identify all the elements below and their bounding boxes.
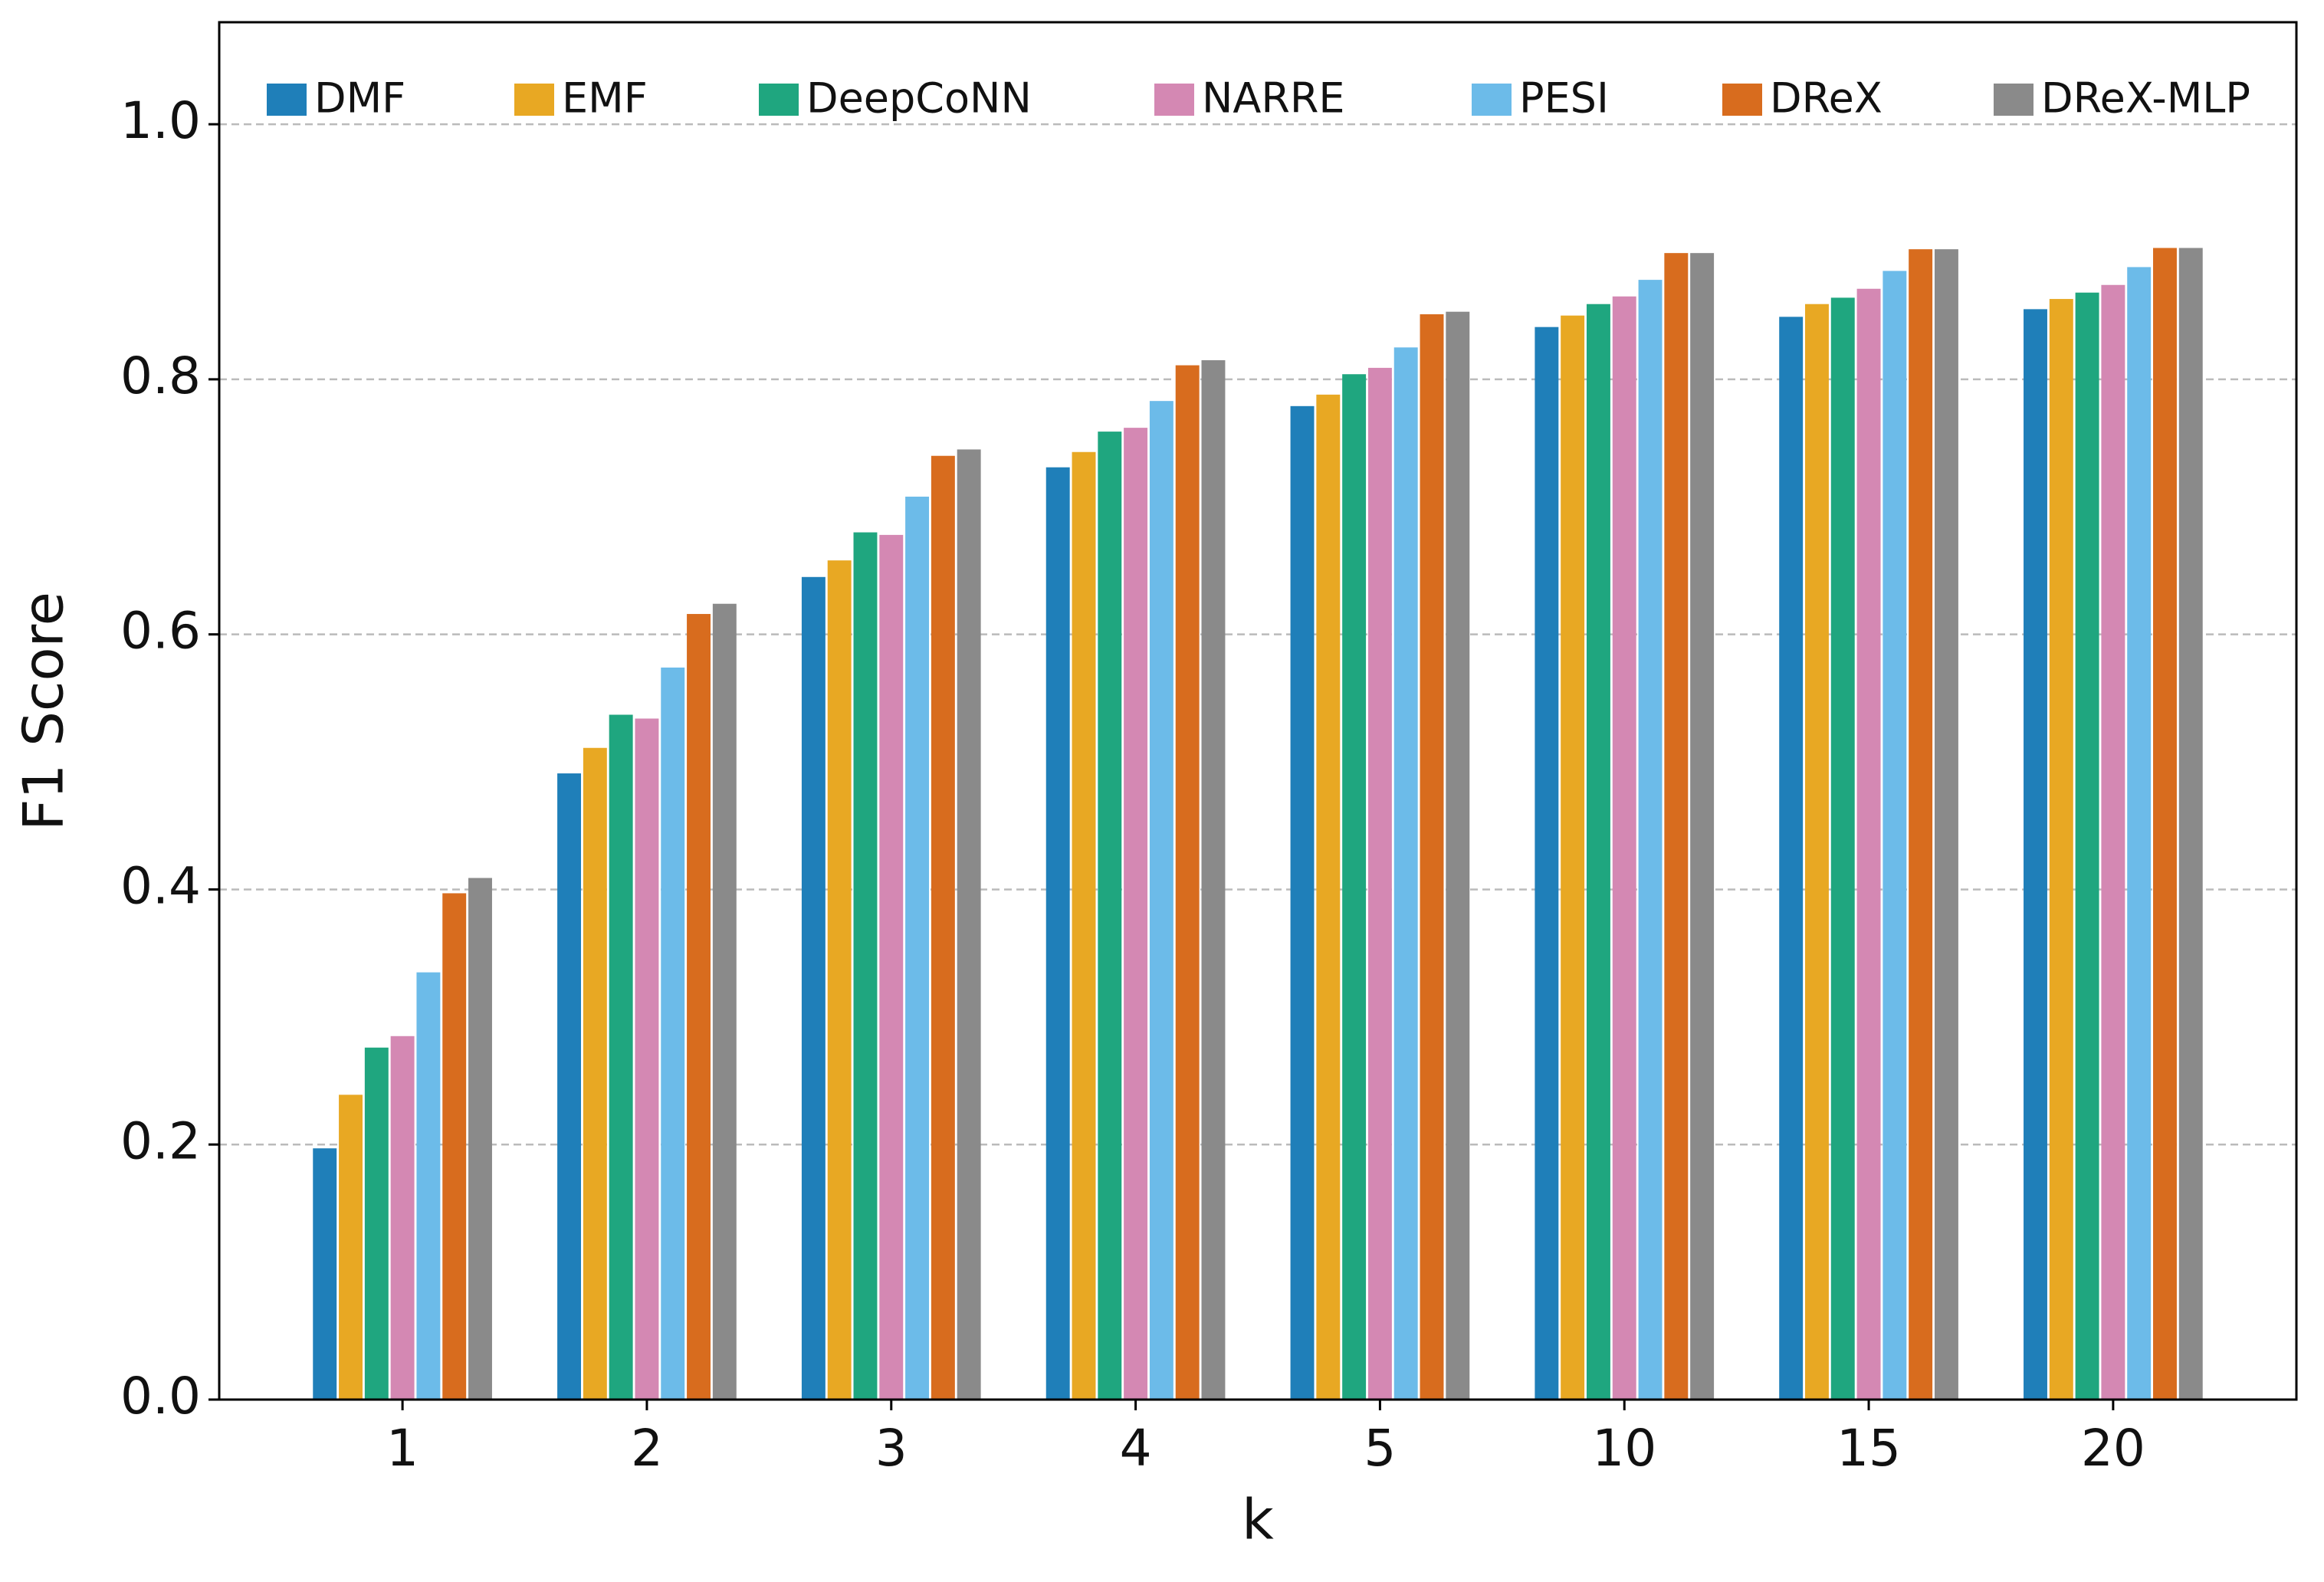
bar bbox=[1805, 304, 1829, 1400]
bar bbox=[557, 773, 582, 1400]
legend-swatch bbox=[267, 84, 307, 116]
bar bbox=[1098, 432, 1122, 1400]
x-tick-label: 2 bbox=[631, 1419, 663, 1478]
legend-swatch bbox=[514, 84, 554, 116]
x-tick-label: 15 bbox=[1837, 1419, 1901, 1478]
y-tick-label: 0.6 bbox=[120, 602, 201, 661]
bar bbox=[957, 449, 981, 1400]
legend-label: EMF bbox=[562, 74, 648, 123]
y-tick-label: 1.0 bbox=[120, 91, 201, 150]
bar bbox=[2101, 284, 2125, 1400]
bar bbox=[339, 1095, 363, 1400]
bar bbox=[827, 560, 852, 1400]
bar bbox=[1664, 253, 1689, 1400]
bar bbox=[1149, 401, 1173, 1400]
bar bbox=[1830, 297, 1855, 1400]
bar bbox=[1290, 405, 1315, 1400]
bar bbox=[1045, 467, 1070, 1400]
y-tick-label: 0.8 bbox=[120, 346, 201, 405]
legend-label: PESI bbox=[1519, 74, 1609, 123]
bar bbox=[1561, 315, 1585, 1400]
bar bbox=[364, 1047, 389, 1400]
bar bbox=[879, 534, 904, 1400]
bar bbox=[1934, 249, 1958, 1400]
bar bbox=[712, 603, 737, 1400]
x-tick-label: 3 bbox=[875, 1419, 908, 1478]
bar bbox=[1586, 304, 1610, 1400]
bar bbox=[1175, 365, 1200, 1400]
legend-label: NARRE bbox=[1202, 74, 1345, 123]
bar bbox=[801, 576, 826, 1400]
bar bbox=[1535, 327, 1559, 1400]
bar bbox=[416, 972, 441, 1400]
bar bbox=[1446, 311, 1470, 1400]
bar bbox=[1909, 249, 1933, 1400]
legend-label: DReX bbox=[1770, 74, 1883, 123]
plot-frame bbox=[218, 21, 2298, 1401]
bar bbox=[2178, 248, 2203, 1400]
legend-label: DMF bbox=[314, 74, 405, 123]
bar bbox=[1420, 314, 1444, 1400]
bar bbox=[1393, 347, 1418, 1400]
bar bbox=[1072, 451, 1096, 1400]
bar bbox=[905, 496, 930, 1400]
bar bbox=[2024, 309, 2047, 1400]
bar bbox=[635, 718, 659, 1400]
bar bbox=[1124, 428, 1148, 1400]
bar bbox=[2049, 299, 2073, 1400]
x-tick-label: 5 bbox=[1364, 1419, 1396, 1478]
legend-swatch bbox=[1722, 84, 1762, 116]
bar bbox=[1690, 253, 1715, 1400]
bar bbox=[583, 747, 607, 1400]
bar bbox=[1638, 280, 1663, 1400]
x-tick-label: 4 bbox=[1120, 1419, 1152, 1478]
bar bbox=[2127, 267, 2152, 1400]
legend-swatch bbox=[1994, 84, 2034, 116]
bar bbox=[313, 1148, 337, 1400]
legend-label: DReX-MLP bbox=[2041, 74, 2250, 123]
y-tick-label: 0.0 bbox=[120, 1367, 201, 1426]
bar bbox=[687, 614, 711, 1400]
x-tick-label: 1 bbox=[386, 1419, 419, 1478]
bar bbox=[468, 878, 492, 1400]
bar bbox=[2075, 292, 2099, 1400]
x-tick-label: 20 bbox=[2081, 1419, 2145, 1478]
x-axis-label: k bbox=[1242, 1488, 1274, 1552]
y-tick-label: 0.4 bbox=[120, 857, 201, 916]
x-tick-label: 10 bbox=[1592, 1419, 1656, 1478]
bar bbox=[853, 532, 878, 1400]
bar bbox=[1883, 271, 1907, 1400]
bar bbox=[1856, 288, 1881, 1400]
bar bbox=[2153, 248, 2177, 1400]
legend-swatch bbox=[1472, 84, 1512, 116]
bar bbox=[931, 455, 955, 1400]
legend-label: DeepCoNN bbox=[806, 74, 1032, 123]
y-axis-label: F1 Score bbox=[11, 592, 76, 831]
bar bbox=[1316, 394, 1341, 1400]
bar bbox=[1367, 367, 1392, 1400]
bar bbox=[1342, 374, 1367, 1400]
bar bbox=[442, 893, 467, 1400]
legend-swatch bbox=[759, 84, 799, 116]
bar bbox=[1779, 317, 1804, 1400]
legend-swatch bbox=[1154, 84, 1194, 116]
bar bbox=[609, 714, 633, 1400]
y-tick-label: 0.2 bbox=[120, 1111, 201, 1170]
bar bbox=[1612, 296, 1636, 1400]
bar bbox=[390, 1036, 415, 1400]
bar bbox=[1201, 359, 1226, 1400]
bar bbox=[661, 667, 685, 1400]
